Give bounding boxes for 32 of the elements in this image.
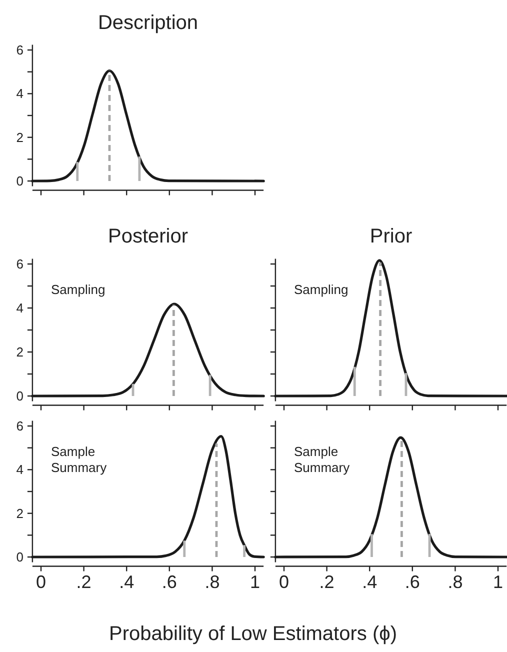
annotation: Sampling [51, 282, 106, 297]
y-tick-label: 4 [16, 300, 24, 316]
chart-title: Posterior [108, 226, 188, 248]
annotation: Sample Summary [294, 444, 350, 475]
x-tick-label: .6 [404, 572, 420, 592]
y-tick-label: 2 [16, 130, 24, 145]
x-tick-label: .4 [362, 572, 378, 592]
y-tick-label: 2 [16, 344, 24, 360]
chart-title: Prior [370, 226, 412, 248]
x-tick-label: 0 [278, 572, 290, 592]
y-tick-label: 0 [16, 550, 24, 565]
chart-title: Description [98, 12, 198, 34]
y-tick-label: 6 [16, 418, 24, 434]
y-tick-label: 4 [16, 462, 24, 478]
y-tick-label: 6 [16, 42, 24, 58]
x-tick-label: 1 [250, 572, 260, 592]
x-tick-label: .2 [76, 572, 92, 592]
x-tick-label: .2 [319, 572, 334, 592]
y-tick-label: 0 [16, 388, 24, 404]
x-tick-label: 1 [492, 572, 504, 592]
x-tick-label: .6 [162, 572, 177, 592]
annotation: Sampling [294, 282, 348, 297]
y-tick-label: 6 [16, 256, 24, 272]
x-tick-label: 0 [36, 572, 46, 592]
y-tick-label: 0 [16, 174, 24, 189]
annotation: Sample Summary [51, 444, 108, 475]
x-axis-title: Probability of Low Estimators (ϕ) [109, 623, 397, 646]
x-tick-label: .4 [119, 572, 134, 592]
x-tick-label: .8 [448, 572, 463, 592]
y-tick-label: 2 [16, 506, 24, 521]
y-tick-label: 4 [16, 86, 24, 102]
x-tick-label: .8 [204, 572, 220, 592]
